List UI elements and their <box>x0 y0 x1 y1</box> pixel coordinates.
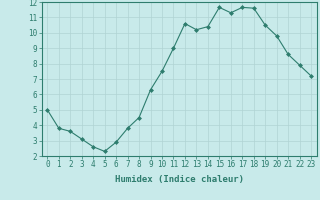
X-axis label: Humidex (Indice chaleur): Humidex (Indice chaleur) <box>115 175 244 184</box>
